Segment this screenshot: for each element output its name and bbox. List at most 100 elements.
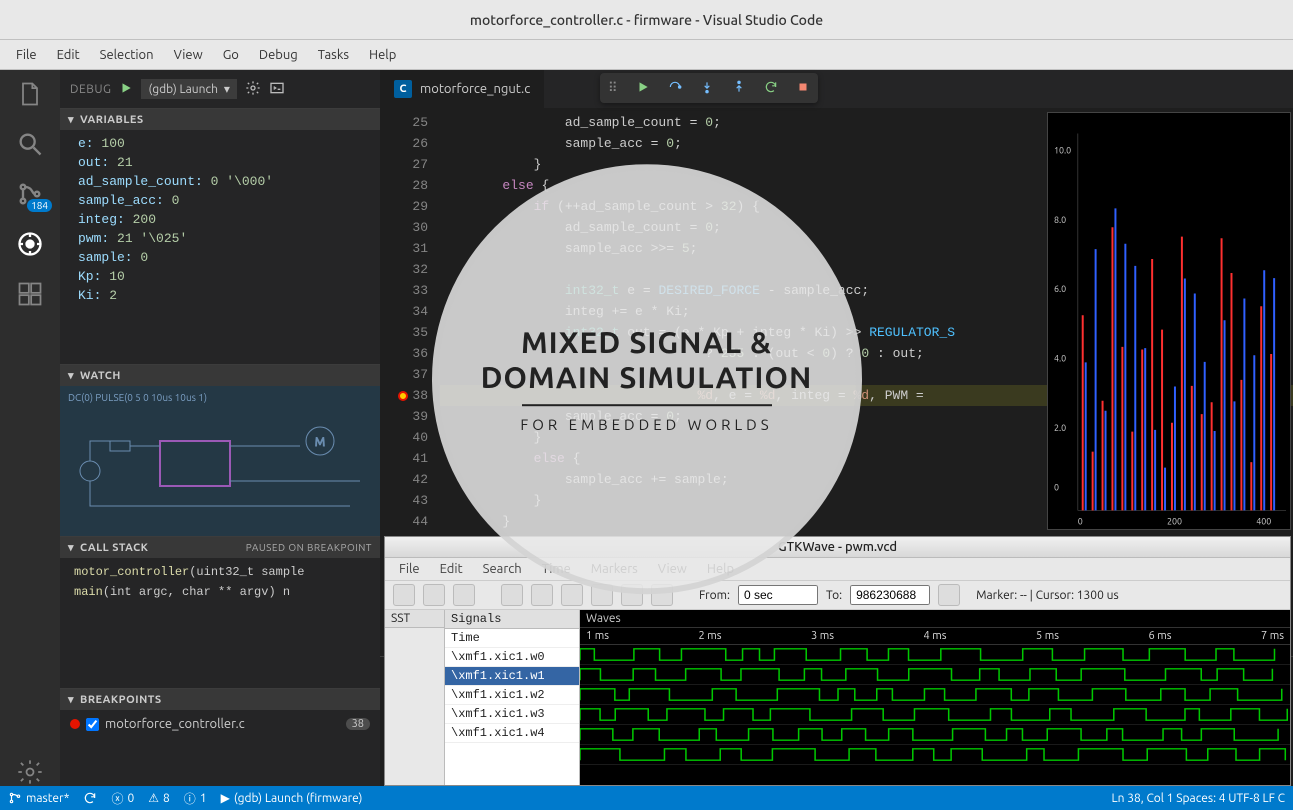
menu-item-debug[interactable]: Debug (249, 44, 308, 66)
svg-text:2.0: 2.0 (1054, 423, 1066, 433)
debug-header: DEBUG (gdb) Launch ▾ (60, 70, 380, 108)
menu-item-help[interactable]: Help (359, 44, 406, 66)
variable-row[interactable]: Kp: 10 (60, 267, 380, 286)
svg-text:0: 0 (1054, 483, 1059, 493)
gtkwave-menu-file[interactable]: File (391, 560, 428, 578)
gtkwave-menu-help[interactable]: Help (699, 560, 742, 578)
cursor-position[interactable]: Ln 38, Col 1 Spaces: 4 UTF-8 LF C (1112, 792, 1286, 805)
c-lang-icon: C (394, 80, 412, 98)
breakpoints-panel: ▾ BREAKPOINTS motorforce_controller.c38 (60, 688, 380, 786)
svg-text:400: 400 (1256, 516, 1271, 526)
editor-tab[interactable]: C motorforce_ngut.c (380, 70, 545, 108)
cut-icon[interactable] (393, 584, 415, 606)
to-input[interactable] (850, 585, 930, 605)
breakpoints-title-bar[interactable]: ▾ BREAKPOINTS (60, 689, 380, 710)
gtkwave-signals-column[interactable]: Signals Time\xmf1.xic1.w0\xmf1.xic1.w1\x… (445, 610, 580, 785)
svg-text:M: M (315, 436, 325, 449)
menu-item-view[interactable]: View (164, 44, 213, 66)
variable-row[interactable]: integ: 200 (60, 210, 380, 229)
step-into-icon[interactable] (700, 80, 714, 97)
nav-left-icon[interactable] (621, 584, 643, 606)
step-out-icon[interactable] (732, 80, 746, 97)
watch-title-bar[interactable]: ▾ WATCH (60, 365, 380, 386)
svg-text:0: 0 (1078, 516, 1083, 526)
restart-icon[interactable] (764, 80, 778, 97)
stop-icon[interactable] (796, 80, 810, 97)
signal-row[interactable]: \xmf1.xic1.w1 (445, 667, 579, 686)
gtkwave-menu[interactable]: FileEditSearchTimeMarkersViewHelp (385, 558, 1290, 580)
variable-row[interactable]: out: 21 (60, 153, 380, 172)
branch-indicator[interactable]: master* (8, 791, 69, 805)
reload-icon[interactable] (938, 584, 960, 606)
zoom-out-icon[interactable] (561, 584, 583, 606)
sync-icon[interactable] (83, 791, 97, 805)
continue-icon[interactable] (636, 80, 650, 97)
watch-panel: ▾ WATCH DC(0) PULSE(0 5 0 10us 10us 1) M (60, 364, 380, 536)
gtkwave-menu-edit[interactable]: Edit (432, 560, 471, 578)
explorer-icon[interactable] (16, 80, 44, 108)
signal-row[interactable]: \xmf1.xic1.w3 (445, 705, 579, 724)
svg-text:8.0: 8.0 (1054, 215, 1066, 225)
gtkwave-menu-time[interactable]: Time (534, 560, 579, 578)
step-over-icon[interactable] (668, 80, 682, 97)
extensions-icon[interactable] (16, 280, 44, 308)
launch-config-select[interactable]: (gdb) Launch ▾ (141, 79, 236, 99)
zoom-undo-icon[interactable] (591, 584, 613, 606)
menu-item-file[interactable]: File (6, 44, 47, 66)
variable-row[interactable]: e: 100 (60, 134, 380, 153)
variable-row[interactable]: sample_acc: 0 (60, 191, 380, 210)
gtkwave-menu-search[interactable]: Search (475, 560, 530, 578)
signal-row[interactable]: Time (445, 629, 579, 648)
variable-row[interactable]: sample: 0 (60, 248, 380, 267)
variable-row[interactable]: pwm: 21 '\025' (60, 229, 380, 248)
copy-icon[interactable] (423, 584, 445, 606)
paste-icon[interactable] (453, 584, 475, 606)
search-icon[interactable] (16, 130, 44, 158)
info-indicator[interactable]: ⓘ 1 (184, 790, 207, 807)
menu-item-go[interactable]: Go (213, 44, 249, 66)
breakpoint-row[interactable]: motorforce_controller.c38 (60, 714, 380, 734)
nav-right-icon[interactable] (651, 584, 673, 606)
signal-row[interactable]: \xmf1.xic1.w4 (445, 724, 579, 743)
signal-row[interactable]: \xmf1.xic1.w2 (445, 686, 579, 705)
menu-item-selection[interactable]: Selection (90, 44, 164, 66)
gear-icon[interactable] (245, 80, 261, 99)
stack-frame[interactable]: main(int argc, char ** argv) n (60, 582, 380, 602)
menu-bar: FileEditSelectionViewGoDebugTasksHelp (0, 40, 1293, 70)
gtkwave-menu-markers[interactable]: Markers (583, 560, 646, 578)
variable-row[interactable]: ad_sample_count: 0 '\000' (60, 172, 380, 191)
errors-indicator[interactable]: ⓧ 0 (111, 790, 134, 807)
editor-tabs: C motorforce_ngut.c ⠿ (380, 70, 1293, 108)
signal-row[interactable]: \xmf1.xic1.w0 (445, 648, 579, 667)
breakpoint-dot-icon (70, 719, 80, 729)
zoom-fit-icon[interactable] (501, 584, 523, 606)
simulation-plot: 10.08.0 6.04.0 2.00 0200400 (1047, 112, 1291, 530)
grip-icon[interactable]: ⠿ (608, 81, 618, 96)
debug-toolbar[interactable]: ⠿ (600, 73, 818, 103)
menu-item-edit[interactable]: Edit (47, 44, 90, 66)
status-bar[interactable]: master* ⓧ 0 ⚠ 8 ⓘ 1 ▶ (gdb) Launch (firm… (0, 786, 1293, 810)
launch-indicator[interactable]: ▶ (gdb) Launch (firmware) (221, 791, 363, 805)
start-debug-icon[interactable] (119, 81, 133, 98)
stack-frame[interactable]: motor_controller(uint32_t sample (60, 562, 380, 582)
variables-title-bar[interactable]: ▾ VARIABLES (60, 109, 380, 130)
variable-row[interactable]: Ki: 2 (60, 286, 380, 305)
gtkwave-sst-column[interactable]: SST (385, 610, 445, 785)
gtkwave-menu-view[interactable]: View (650, 560, 695, 578)
debug-icon[interactable] (16, 230, 44, 258)
scm-icon[interactable]: 184 (16, 180, 44, 208)
debug-label: DEBUG (70, 83, 111, 96)
zoom-in-icon[interactable] (531, 584, 553, 606)
gtkwave-toolbar[interactable]: From: To: Marker: -- | Cursor: 1300 us (385, 580, 1290, 610)
gtkwave-waves[interactable]: Waves 1 ms2 ms3 ms4 ms5 ms6 ms7 ms (580, 610, 1290, 785)
console-icon[interactable] (269, 80, 285, 99)
settings-icon[interactable] (16, 758, 44, 786)
from-input[interactable] (738, 585, 818, 605)
svg-text:4.0: 4.0 (1054, 354, 1066, 364)
breakpoint-checkbox[interactable] (86, 718, 99, 731)
warnings-indicator[interactable]: ⚠ 8 (148, 791, 170, 805)
gtkwave-window[interactable]: GTKWave - pwm.vcd FileEditSearchTimeMark… (384, 536, 1291, 786)
callstack-title-bar[interactable]: ▾ CALL STACK PAUSED ON BREAKPOINT (60, 537, 380, 558)
chevron-down-icon: ▾ (68, 541, 74, 554)
menu-item-tasks[interactable]: Tasks (308, 44, 359, 66)
